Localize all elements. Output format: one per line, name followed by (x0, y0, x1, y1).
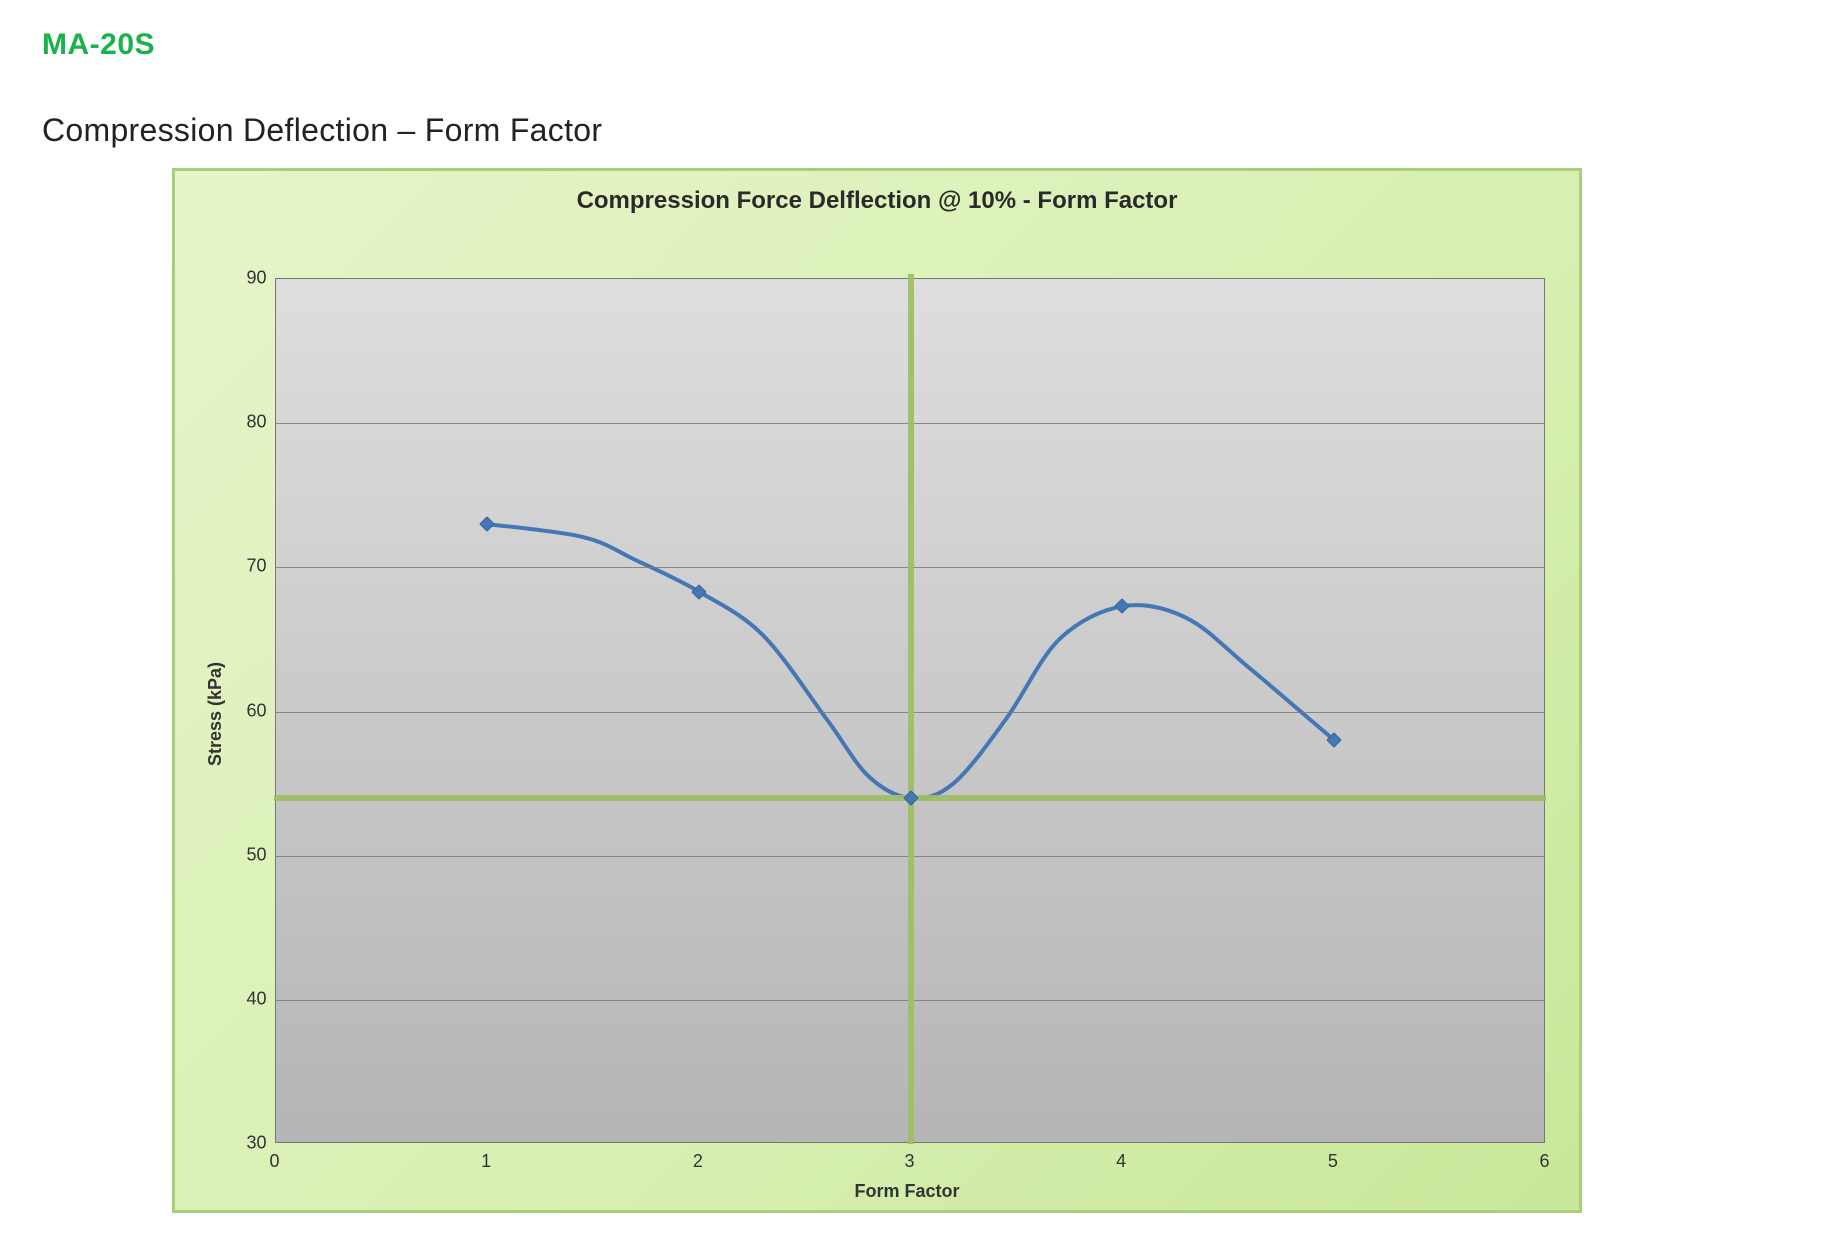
y-tick-label: 40 (227, 988, 267, 1009)
plot-area (275, 278, 1545, 1143)
y-tick-label: 90 (227, 268, 267, 289)
x-tick-label: 2 (683, 1151, 713, 1172)
y-tick-label: 70 (227, 556, 267, 577)
y-tick-label: 50 (227, 844, 267, 865)
chart-title: Compression Force Delflection @ 10% - Fo… (175, 187, 1579, 215)
crosshair-vertical (908, 274, 914, 1144)
x-axis-label: Form Factor (855, 1181, 960, 1202)
chart-frame: Compression Force Delflection @ 10% - Fo… (172, 168, 1582, 1213)
y-tick-label: 60 (227, 700, 267, 721)
y-tick-label: 80 (227, 412, 267, 433)
x-tick-label: 0 (260, 1151, 290, 1172)
product-code-heading: MA-20S (42, 28, 155, 62)
x-tick-label: 1 (471, 1151, 501, 1172)
y-axis-label: Stress (kPa) (205, 661, 226, 765)
x-tick-label: 4 (1106, 1151, 1136, 1172)
section-subheading: Compression Deflection – Form Factor (42, 112, 602, 149)
x-tick-label: 3 (895, 1151, 925, 1172)
plot-wrap: Stress (kPa) Form Factor 304050607080900… (180, 223, 1575, 1213)
x-tick-label: 6 (1530, 1151, 1560, 1172)
x-tick-label: 5 (1318, 1151, 1348, 1172)
